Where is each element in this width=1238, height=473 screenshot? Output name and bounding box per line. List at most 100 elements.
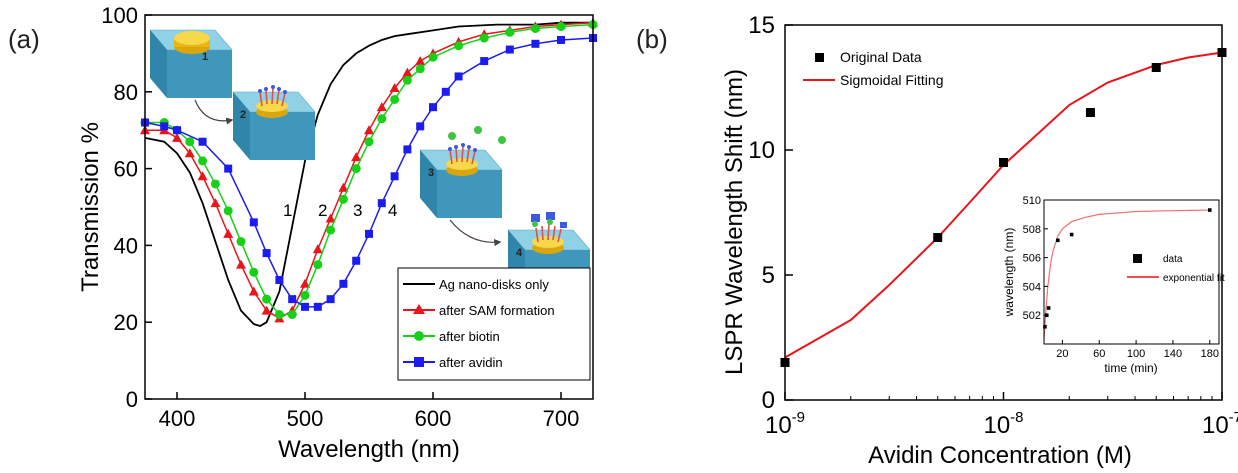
legend-a-marker-blue xyxy=(414,357,424,367)
chart-b-y-tick-label: 15 xyxy=(748,12,775,39)
chart-a-point-series-3 xyxy=(210,179,220,189)
curve-number-3: 3 xyxy=(353,201,362,220)
chart-a-point-series-3 xyxy=(249,267,259,277)
chart-a-point-series-4 xyxy=(313,302,322,311)
chart-a-point-series-2 xyxy=(415,56,426,66)
chart-b-x-tick-exponent: -9 xyxy=(792,409,805,426)
inset-legend-marker-data xyxy=(1133,254,1142,263)
inset-ticks: 20 60 100 140 180 502 504 506 508 510 xyxy=(1023,195,1219,360)
chart-a-y-tick-label: 40 xyxy=(114,233,138,258)
legend-b-label-fit: Sigmoidal Fitting xyxy=(840,72,944,88)
step-number-2: 2 xyxy=(240,109,246,121)
chart-a-plot-frame xyxy=(144,14,594,400)
chart-b-x-tick-base: 10 xyxy=(765,412,792,439)
chart-a-point-series-4 xyxy=(454,72,463,81)
chart-a-y-tick-label: 80 xyxy=(114,80,138,105)
chart-a-point-series-3 xyxy=(338,194,348,204)
chart-a-point-series-4 xyxy=(390,172,399,181)
chart-b-y-tick-label: 10 xyxy=(748,137,775,164)
chart-a-point-series-3 xyxy=(454,41,464,51)
chart-a-point-series-2 xyxy=(223,228,234,238)
chart-a-point-series-3 xyxy=(185,137,195,147)
chart-a-point-series-2 xyxy=(248,286,259,296)
chart-a-point-series-2 xyxy=(197,171,208,181)
chart-a-point-series-4 xyxy=(198,137,207,146)
inset-data-point xyxy=(1043,324,1047,329)
chart-a-x-tick-label: 700 xyxy=(543,406,580,431)
chart-a-point-series-2 xyxy=(351,152,362,162)
chart-a-point-series-3 xyxy=(198,156,208,166)
chart-a-point-series-3 xyxy=(402,75,412,85)
inset-x-tick-label: 20 xyxy=(1056,348,1068,360)
chart-a-x-tick-label: 600 xyxy=(415,406,452,431)
chart-b-data-point xyxy=(1151,63,1161,72)
inset-legend-label-fit: exponential fit xyxy=(1163,273,1225,284)
chart-a-point-series-2 xyxy=(210,198,221,208)
chart-a-point-series-4 xyxy=(403,145,412,154)
chart-a-point-series-3 xyxy=(326,225,336,235)
chart-a-point-series-3 xyxy=(351,164,361,174)
legend-a-label-black: Ag nano-disks only xyxy=(439,277,549,292)
inset-plot-frame xyxy=(1043,199,1220,345)
chart-a-point-series-3 xyxy=(428,52,438,62)
chart-a-point-series-4 xyxy=(377,199,386,208)
inset-legend-label-data: data xyxy=(1163,254,1183,265)
chart-a-point-series-4 xyxy=(531,39,540,48)
chart-a-point-series-4 xyxy=(365,229,373,238)
chart-a-point-series-2 xyxy=(364,125,374,135)
legend-b-marker-data xyxy=(815,53,824,62)
chart-a-point-series-2 xyxy=(261,305,272,315)
chart-a-point-series-2 xyxy=(402,67,413,77)
substrate-step-3-illustration: 3 xyxy=(419,126,506,218)
chart-b-data-point xyxy=(999,158,1008,167)
chart-a-series xyxy=(140,17,598,328)
chart-b-y-axis-title: LSPR Wavelength Shift (nm) xyxy=(721,69,748,375)
chart-a-y-axis-title: Transmission % xyxy=(77,122,104,292)
panel-label-a: (a) xyxy=(8,24,40,54)
chart-a-point-series-4 xyxy=(326,295,335,304)
chart-b-data-point xyxy=(1085,108,1095,117)
chart-a-point-series-2 xyxy=(325,213,336,223)
inset-data-point xyxy=(1069,232,1074,237)
inset-data-point xyxy=(1046,306,1051,310)
substrate-step-2-illustration: 2 xyxy=(232,85,316,160)
inset-x-axis-title: time (min) xyxy=(1104,361,1157,375)
inset-x-tick-label: 100 xyxy=(1127,348,1145,360)
chart-a-point-series-3 xyxy=(479,33,489,43)
chart-a-point-series-4 xyxy=(352,256,361,265)
chart-a-point-series-3 xyxy=(364,137,374,147)
curve-number-4: 4 xyxy=(388,201,397,220)
chart-a-point-series-3 xyxy=(415,64,425,74)
chart-a-y-tick-label: 100 xyxy=(101,3,138,28)
chart-a-point-series-4 xyxy=(441,87,450,96)
chart-a-illustrations: 1 2 xyxy=(149,29,591,298)
chart-a-point-series-2 xyxy=(338,182,349,192)
chart-b-x-axis-title: Avidin Concentration (M) xyxy=(868,442,1132,469)
chart-a-point-series-3 xyxy=(556,22,566,32)
chart-a-point-series-4 xyxy=(429,103,437,112)
chart-b-legend: Original Data Sigmoidal Fitting xyxy=(803,49,944,88)
chart-a-point-series-4 xyxy=(275,275,284,284)
inset-y-tick-label: 506 xyxy=(1023,253,1041,265)
chart-b-x-tick-label: 10-9 xyxy=(765,409,805,439)
chart-a-point-series-4 xyxy=(301,302,309,311)
chart-a-point-series-3 xyxy=(390,94,400,104)
chart-a-point-series-2 xyxy=(376,102,387,112)
chart-b-y-tick-label: 5 xyxy=(762,262,775,289)
chart-b-x-tick-base: 10 xyxy=(1202,412,1229,439)
chart-a: 1 2 xyxy=(77,3,598,463)
chart-a-point-series-3 xyxy=(377,114,387,124)
chart-b-x-tick-exponent: -8 xyxy=(1010,409,1023,426)
chart-b-x-tick-base: 10 xyxy=(983,412,1010,439)
chart-a-point-series-4 xyxy=(160,122,169,131)
chart-a-point-series-4 xyxy=(480,57,489,66)
legend-a-label-green: after biotin xyxy=(439,329,500,344)
chart-b-x-tick-label: 10-8 xyxy=(983,409,1023,439)
chart-a-point-series-3 xyxy=(505,27,515,37)
legend-a-marker-green xyxy=(414,331,424,341)
chart-a-point-series-4 xyxy=(339,279,348,288)
inset-x-tick-label: 60 xyxy=(1093,348,1105,360)
chart-a-point-series-4 xyxy=(288,295,297,304)
